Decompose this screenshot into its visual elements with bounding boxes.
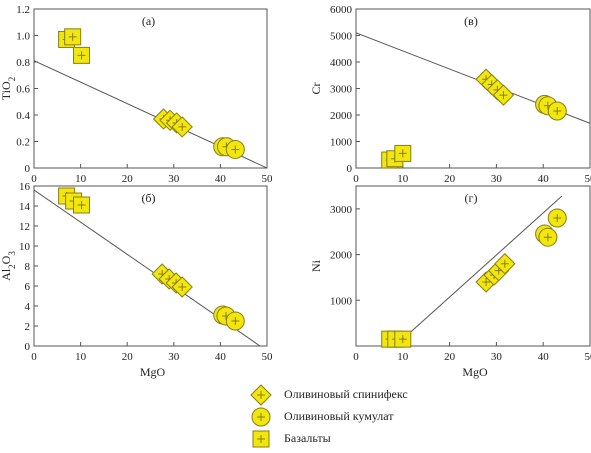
square-marker-cross [68, 32, 77, 41]
legend-label: Оливиновый кумулат [284, 409, 394, 423]
y-tick-label: 0.8 [16, 57, 30, 69]
panel-label: (а) [142, 14, 155, 28]
y-axis-label: TiO2 [0, 77, 17, 100]
x-tick-label: 40 [538, 351, 550, 363]
square-marker-cross [77, 51, 86, 60]
y-tick-label: 14 [19, 201, 31, 213]
legend-label: Оливиновый спинифекс [284, 387, 408, 401]
x-axis-label: MgO [462, 365, 488, 379]
y-tick-label: 0.4 [16, 110, 30, 122]
y-tick-label: 8 [25, 261, 31, 273]
x-tick-label: 50 [585, 173, 591, 185]
legend: Оливиновый спинифекс Оливиновый кумулат Ба… [250, 384, 580, 450]
x-tick-label: 30 [491, 351, 503, 363]
panel-label: (г) [465, 191, 478, 205]
chart-panel-2: 0 10 20 30 40 50 0 1000 2000 3000 4000 5000 6000 (в) C… [309, 4, 591, 185]
y-tick-label: 6 [25, 281, 31, 293]
chart-panel-3: 0 10 20 30 40 50 0 2 4 6 8 10 12 14 16 (б) Al2O3 MgO [0, 181, 273, 379]
y-tick-label: 0 [25, 163, 31, 175]
y-axis-label: Al2O3 [0, 251, 17, 281]
y-tick-label: 10 [19, 241, 31, 253]
x-tick-label: 10 [75, 173, 87, 185]
y-tick-label: 0 [25, 341, 31, 353]
square-marker-cross [398, 335, 407, 344]
y-tick-label: 4 [25, 301, 31, 313]
y-tick-label: 2000 [330, 250, 353, 262]
x-tick-label: 20 [444, 173, 456, 185]
x-axis-label: MgO [140, 365, 166, 379]
diamond-marker-cross [499, 91, 508, 100]
x-tick-label: 20 [122, 351, 134, 363]
circle-marker-cross [231, 317, 240, 325]
circle-marker-cross [543, 233, 552, 242]
diamond-marker-cross [178, 283, 187, 291]
diamond-marker-cross [178, 122, 187, 131]
x-tick-label: 10 [75, 351, 87, 363]
x-tick-label: 30 [168, 351, 180, 363]
x-tick-label: 30 [168, 173, 180, 185]
circle-legend-icon [251, 407, 271, 427]
plot-frame [355, 185, 591, 347]
square-marker-cross [77, 201, 86, 209]
chart-panel-1: 0 10 20 30 40 50 0 0.2 0.4 0.6 0.8 1.0 1.2 (а) TiO2 [0, 4, 273, 185]
legend-item: Оливиновый спинифекс [250, 384, 580, 406]
panel-label: (в) [464, 14, 478, 28]
x-tick-label: 0 [31, 173, 37, 185]
y-tick-label: 3000 [330, 84, 353, 96]
x-tick-label: 30 [491, 173, 503, 185]
circle-marker-cross [553, 214, 562, 222]
y-tick-label: 1.2 [16, 4, 30, 16]
legend-item: Базальты [250, 428, 580, 450]
y-axis-label: Ni [309, 259, 323, 272]
x-tick-label: 0 [353, 351, 359, 363]
x-tick-label: 50 [262, 351, 274, 363]
y-tick-label: 2000 [330, 110, 353, 122]
chart-panel-4: 0 10 20 30 40 50 1000 2000 3000 (г) Ni MgO [309, 185, 591, 379]
legend-label: Базальты [284, 431, 331, 445]
square-legend-marker-cross [257, 435, 265, 443]
x-tick-label: 10 [397, 173, 409, 185]
y-tick-label: 4000 [330, 57, 353, 69]
y-tick-label: 3000 [330, 204, 353, 216]
y-tick-label: 1000 [330, 295, 353, 307]
diamond-marker-cross [500, 259, 509, 268]
y-tick-label: 5000 [330, 31, 353, 43]
circle-legend-marker-cross [257, 413, 265, 421]
panel-label: (б) [141, 191, 155, 205]
y-tick-label: 12 [19, 221, 30, 233]
y-tick-label: 2 [25, 321, 31, 333]
y-tick-label: 0.6 [16, 84, 30, 96]
y-tick-label: 0 [347, 163, 353, 175]
square-legend-icon [252, 430, 270, 448]
x-tick-label: 20 [122, 173, 134, 185]
square-marker-cross [398, 149, 407, 158]
trend-line [402, 195, 563, 340]
y-tick-label: 1000 [330, 137, 353, 149]
y-tick-label: 16 [19, 181, 31, 193]
y-tick-label: 1.0 [16, 31, 30, 43]
legend-item: Оливиновый кумулат [250, 406, 580, 428]
diamond-legend-marker-cross [257, 391, 265, 399]
x-tick-label: 10 [397, 351, 409, 363]
y-tick-label: 0.2 [16, 137, 30, 149]
x-tick-label: 40 [215, 173, 227, 185]
circle-marker-cross [553, 107, 562, 116]
x-tick-label: 50 [585, 351, 591, 363]
y-axis-label: Cr [309, 82, 323, 94]
x-tick-label: 50 [262, 173, 274, 185]
y-tick-label: 6000 [330, 4, 353, 16]
plot-frame [355, 8, 591, 169]
x-tick-label: 20 [444, 351, 456, 363]
diamond-marker-cross [482, 278, 491, 286]
x-tick-label: 40 [538, 173, 550, 185]
circle-marker-cross [231, 145, 240, 154]
diamond-legend-icon [250, 384, 272, 406]
x-tick-label: 0 [31, 351, 37, 363]
x-tick-label: 40 [215, 351, 227, 363]
x-tick-label: 0 [353, 173, 359, 185]
